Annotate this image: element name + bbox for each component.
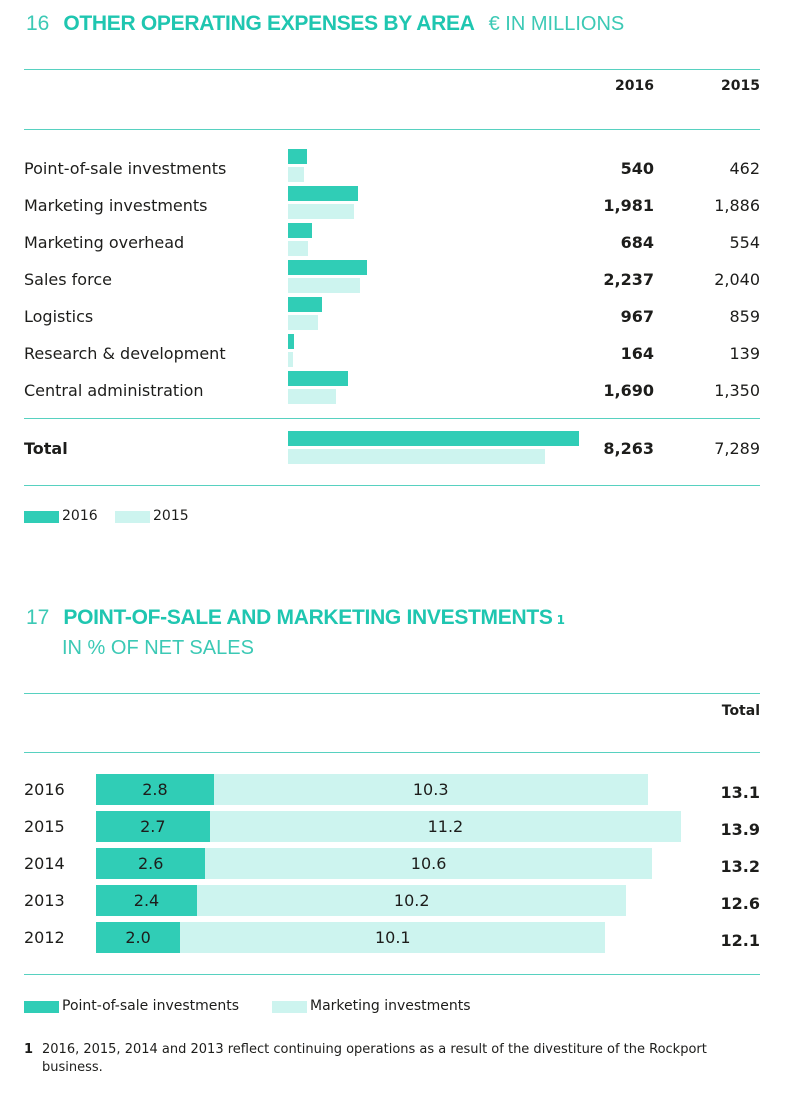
chart17-header: 17 POINT-OF-SALE AND MARKETING INVESTMEN… bbox=[26, 606, 565, 630]
value-2015-marketing-investments: 1,886 bbox=[714, 196, 760, 215]
category-label-logistics: Logistics bbox=[24, 307, 94, 326]
value-2015-logistics: 859 bbox=[729, 307, 760, 326]
chart17-subtitle: IN % OF NET SALES bbox=[62, 637, 254, 659]
category-label-marketing-investments: Marketing investments bbox=[24, 196, 208, 215]
divider bbox=[24, 974, 760, 975]
divider bbox=[24, 418, 760, 419]
category-label-point-of-sale-investments: Point-of-sale investments bbox=[24, 159, 227, 178]
year-label-2012: 2012 bbox=[24, 928, 65, 947]
segment-pos-2013: 2.4 bbox=[96, 885, 198, 916]
bar-2016-point-of-sale-investments bbox=[288, 149, 308, 164]
segment-pos-2016: 2.8 bbox=[96, 774, 214, 805]
segment-marketing-2014: 10.6 bbox=[205, 848, 652, 879]
chart16-title: OTHER OPERATING EXPENSES BY AREA bbox=[63, 12, 475, 35]
bar-2016-sales-force bbox=[288, 260, 367, 275]
category-label-marketing-overhead: Marketing overhead bbox=[24, 233, 185, 252]
category-label-research-development: Research & development bbox=[24, 344, 226, 363]
bar-2015-point-of-sale-investments bbox=[288, 167, 305, 182]
chart16-unit: € IN MILLIONS bbox=[488, 13, 625, 35]
divider bbox=[24, 485, 760, 486]
total-value-2012: 12.1 bbox=[720, 931, 760, 950]
total-value-2015: 7,289 bbox=[714, 439, 760, 458]
value-2016-point-of-sale-investments: 540 bbox=[620, 159, 654, 178]
chart16-header: 16 OTHER OPERATING EXPENSES BY AREA € IN… bbox=[26, 12, 624, 36]
value-2016-sales-force: 2,237 bbox=[603, 270, 654, 289]
segment-marketing-2013: 10.2 bbox=[197, 885, 627, 916]
col-header-total: Total bbox=[721, 703, 760, 719]
legend-label-2015: 2015 bbox=[153, 508, 189, 524]
bar-2016-central-administration bbox=[288, 371, 348, 386]
col-header-2016: 2016 bbox=[615, 78, 654, 94]
category-label-sales-force: Sales force bbox=[24, 270, 112, 289]
segment-marketing-2012: 10.1 bbox=[180, 922, 606, 953]
bar-2015-logistics bbox=[288, 315, 319, 330]
value-2016-marketing-overhead: 684 bbox=[620, 233, 654, 252]
footnote-text: 2016, 2015, 2014 and 2013 reflect contin… bbox=[42, 1042, 707, 1075]
total-value-2013: 12.6 bbox=[720, 894, 760, 913]
legend-swatch-mkt bbox=[272, 1001, 307, 1013]
footnote-number: 1 bbox=[24, 1042, 34, 1057]
total-value-2016: 13.1 bbox=[720, 783, 760, 802]
category-label-central-administration: Central administration bbox=[24, 381, 204, 400]
value-2016-marketing-investments: 1,981 bbox=[603, 196, 654, 215]
total-value-2016: 8,263 bbox=[603, 439, 654, 458]
year-label-2016: 2016 bbox=[24, 780, 65, 799]
value-2016-logistics: 967 bbox=[620, 307, 654, 326]
divider bbox=[24, 752, 760, 753]
bar-2015-marketing-overhead bbox=[288, 241, 308, 256]
segment-marketing-2016: 10.3 bbox=[213, 774, 648, 805]
bar-2016-logistics bbox=[288, 297, 323, 312]
bar-2015-marketing-investments bbox=[288, 204, 355, 219]
bar-2015-research-development bbox=[288, 352, 293, 367]
value-2015-point-of-sale-investments: 462 bbox=[729, 159, 760, 178]
value-2015-research-development: 139 bbox=[729, 344, 760, 363]
year-label-2014: 2014 bbox=[24, 854, 65, 873]
bar-2016-marketing-investments bbox=[288, 186, 358, 201]
divider bbox=[24, 69, 760, 70]
value-2016-central-administration: 1,690 bbox=[603, 381, 654, 400]
segment-pos-2014: 2.6 bbox=[96, 848, 206, 879]
legend-label-pos: Point-of-sale investments bbox=[62, 998, 240, 1014]
value-2015-sales-force: 2,040 bbox=[714, 270, 760, 289]
bar-2015-central-administration bbox=[288, 389, 336, 404]
year-label-2015: 2015 bbox=[24, 817, 65, 836]
value-2015-central-administration: 1,350 bbox=[714, 381, 760, 400]
segment-marketing-2015: 11.2 bbox=[209, 811, 682, 842]
chart17-number: 17 bbox=[26, 606, 50, 629]
legend-swatch-2016 bbox=[24, 511, 59, 523]
value-2016-research-development: 164 bbox=[620, 344, 654, 363]
segment-pos-2012: 2.0 bbox=[96, 922, 181, 953]
footnote-marker: 1 bbox=[556, 613, 565, 627]
col-header-2015: 2015 bbox=[721, 78, 760, 94]
bar-2015-sales-force bbox=[288, 278, 360, 293]
total-value-2014: 13.2 bbox=[720, 857, 760, 876]
chart16-number: 16 bbox=[26, 12, 50, 35]
legend-swatch-2015 bbox=[115, 511, 150, 523]
total-bar-2016 bbox=[288, 431, 579, 446]
segment-pos-2015: 2.7 bbox=[96, 811, 210, 842]
legend-swatch-pos bbox=[24, 1001, 59, 1013]
legend-label-2016: 2016 bbox=[62, 508, 98, 524]
legend-label-mkt: Marketing investments bbox=[310, 998, 471, 1014]
chart17-title: POINT-OF-SALE AND MARKETING INVESTMENTS bbox=[63, 606, 553, 629]
total-bar-2015 bbox=[288, 449, 545, 464]
bar-2016-research-development bbox=[288, 334, 294, 349]
divider bbox=[24, 693, 760, 694]
bar-2016-marketing-overhead bbox=[288, 223, 313, 238]
total-value-2015: 13.9 bbox=[720, 820, 760, 839]
divider bbox=[24, 129, 760, 130]
value-2015-marketing-overhead: 554 bbox=[729, 233, 760, 252]
total-label: Total bbox=[24, 439, 68, 458]
year-label-2013: 2013 bbox=[24, 891, 65, 910]
